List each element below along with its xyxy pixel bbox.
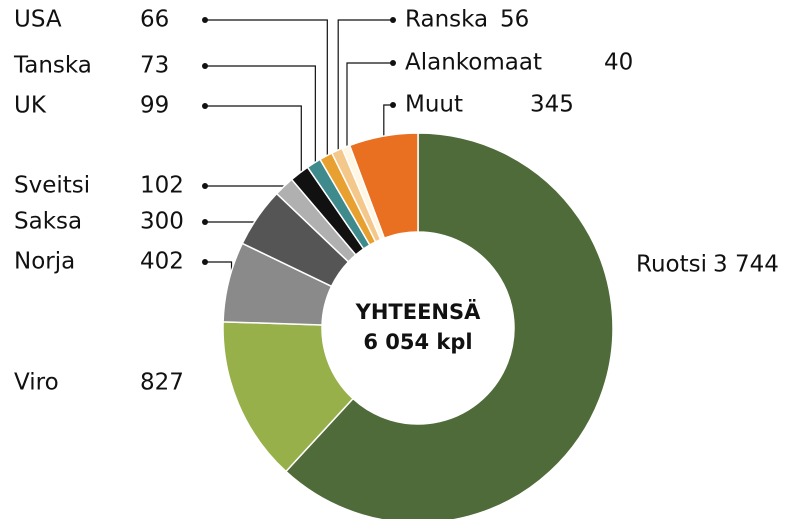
leader-dot [202, 259, 208, 265]
slice-value: 3 744 [713, 252, 779, 278]
slice-label: Sveitsi [14, 173, 90, 199]
slice-label: Tanska [13, 53, 92, 79]
slice-label: USA [14, 7, 62, 33]
leader-line [205, 261, 233, 283]
slice-label: Ranska [405, 7, 488, 33]
slice-value: 402 [140, 249, 184, 275]
slice-value: 827 [140, 370, 184, 396]
leader-line [383, 104, 393, 140]
leader-dot [202, 219, 208, 225]
leader-line [205, 19, 328, 159]
slice-value: 66 [140, 7, 169, 33]
slice-label: Ruotsi [636, 252, 707, 278]
leader-dot [390, 60, 396, 66]
slice [284, 132, 614, 523]
slice-label: Alankomaat [405, 50, 542, 76]
leader-dot [202, 183, 208, 189]
slice-value: 56 [500, 7, 529, 33]
slice-value: 300 [140, 209, 184, 235]
slice-value: 73 [140, 53, 169, 79]
center-label: 6 054 kpl [363, 330, 472, 354]
leader-line [205, 65, 316, 166]
slice-label: Norja [14, 249, 75, 275]
leader-line [337, 19, 393, 154]
slice-label: Muut [405, 92, 463, 118]
leader-dot [202, 63, 208, 69]
slice-label: Viro [14, 370, 59, 396]
leader-line [205, 185, 287, 189]
slice-value: 345 [530, 92, 574, 118]
slice-value: 102 [140, 173, 184, 199]
leader-dot [202, 103, 208, 109]
leader-line [205, 218, 261, 223]
leader-dot [390, 17, 396, 23]
leader-line [205, 105, 302, 176]
slice [348, 132, 419, 240]
center-label: YHTEENSÄ [355, 299, 481, 324]
slice-label: UK [14, 93, 47, 119]
slice-value: 40 [604, 50, 633, 76]
leader-line [346, 62, 393, 150]
leader-dot [202, 17, 208, 23]
leader-dot [390, 102, 396, 108]
slice-label: Saksa [14, 209, 82, 235]
slice-value: 99 [140, 93, 169, 119]
